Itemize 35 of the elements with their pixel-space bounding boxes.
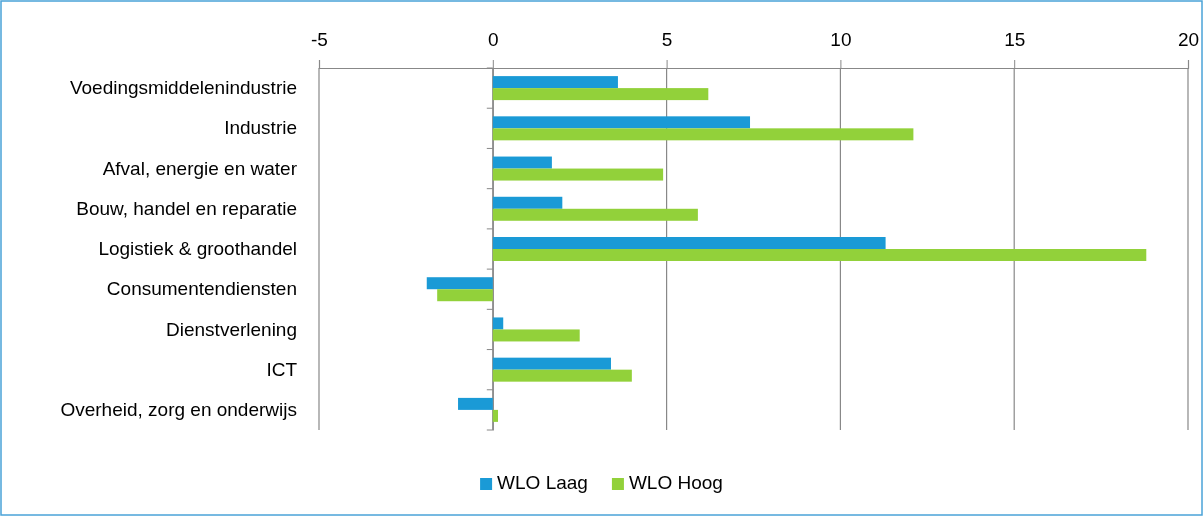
legend-label: WLO Hoog [628,472,723,493]
x-tick-label: 10 [830,29,852,50]
bar [492,116,751,129]
y-tick-label: Bouw, handel en reparatie [76,197,297,219]
x-tick-label: 5 [661,29,673,50]
x-tick-label: 20 [1177,29,1200,50]
y-tick-label: Logistiek & groothandel [98,238,297,260]
bar [492,128,914,141]
bar [426,277,493,290]
y-tick-label: Voedingsmiddelenindustrie [69,77,297,99]
bar [492,357,611,370]
bar [492,208,698,221]
y-tick-label: Afval, energie en water [102,157,298,179]
bar [492,369,632,382]
y-tick-label: ICT [266,358,298,380]
legend-label: WLO Laag [497,472,588,493]
y-tick-label: Dienstverlening [166,318,297,340]
x-tick-label: 15 [1004,29,1026,50]
bar [492,249,1147,261]
y-tick-label: Industrie [224,117,297,139]
x-tick-label: -5 [311,29,328,50]
bar [492,409,499,422]
bar [492,329,580,342]
bar [492,237,886,249]
bar [437,289,493,302]
bar [492,88,709,101]
x-tick-label: 0 [488,29,499,50]
bar [492,168,664,181]
bar [492,196,563,209]
y-tick-label: Overheid, zorg en onderwijs [60,398,297,420]
bar [492,76,618,89]
bar [458,397,493,410]
bar [492,317,504,330]
bar [492,156,552,169]
y-tick-label: Consumentendiensten [106,278,297,300]
